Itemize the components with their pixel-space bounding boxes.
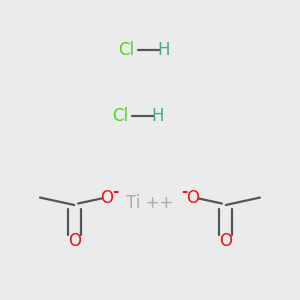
Text: -: - [182,184,188,199]
Text: Ti ++: Ti ++ [126,194,174,212]
Text: -: - [112,184,119,199]
Text: Cl: Cl [112,107,128,125]
Text: H: H [157,41,170,59]
Text: O: O [68,232,81,250]
Text: H: H [151,107,164,125]
Text: O: O [219,232,232,250]
Text: Cl: Cl [118,41,134,59]
Text: O: O [187,189,200,207]
Text: O: O [100,189,113,207]
